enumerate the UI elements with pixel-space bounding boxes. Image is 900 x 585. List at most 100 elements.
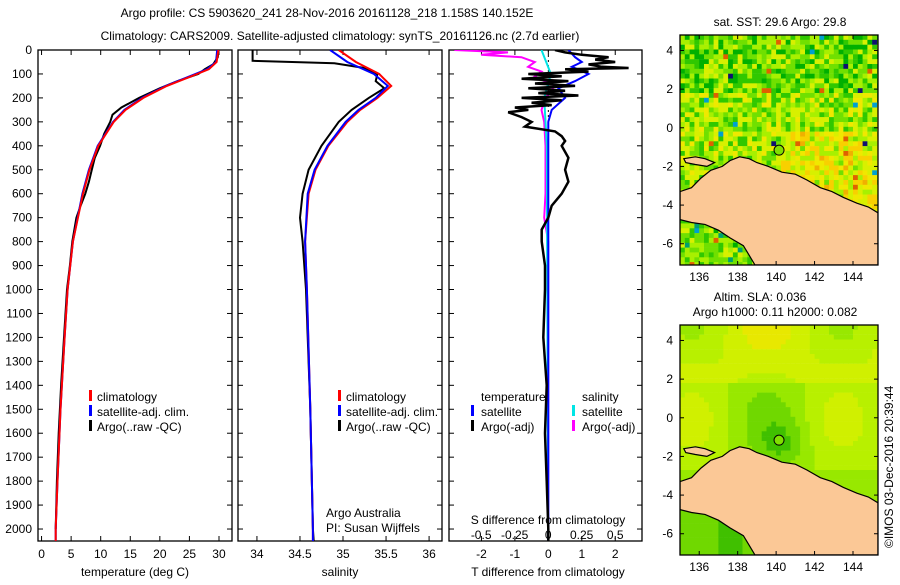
map-cell — [747, 257, 753, 263]
map-cell — [718, 237, 724, 243]
map-cell — [766, 126, 772, 132]
map-cell — [833, 59, 840, 65]
map-cell — [713, 431, 719, 437]
map-cell — [805, 383, 811, 389]
map-cell — [867, 194, 873, 200]
lat-tick-label: -2 — [662, 159, 673, 173]
map-cell — [857, 180, 864, 186]
map-cell — [708, 412, 715, 418]
map-cell — [795, 151, 801, 157]
map-cell — [747, 344, 753, 350]
map-cell — [708, 131, 715, 137]
map-cell — [867, 474, 873, 480]
map-cell — [829, 474, 835, 480]
map-cell — [848, 78, 854, 84]
map-cell — [680, 465, 686, 471]
salinity-axis-label: salinity — [322, 565, 359, 579]
map-cell — [824, 397, 830, 403]
map-cell — [761, 88, 767, 94]
map-cell — [805, 334, 811, 340]
map-cell — [824, 412, 830, 418]
map-cell — [713, 358, 719, 364]
map-cell — [819, 68, 825, 74]
map-cell — [680, 252, 686, 258]
map-cell — [785, 155, 791, 161]
map-cell — [684, 184, 691, 190]
map-cell — [848, 141, 854, 147]
map-cell — [680, 527, 686, 533]
map-cell — [742, 136, 748, 142]
map-cell — [776, 35, 782, 41]
map-cell — [684, 49, 691, 55]
map-cell — [776, 349, 782, 355]
map-cell — [824, 354, 830, 360]
map-cell — [833, 112, 840, 118]
map-cell — [718, 412, 724, 418]
map-cell — [699, 97, 705, 103]
map-cell — [718, 131, 724, 137]
map-cell — [872, 112, 878, 118]
map-cell — [742, 141, 748, 147]
map-cell — [752, 441, 758, 447]
map-cell — [684, 165, 691, 171]
map-cell — [680, 35, 686, 41]
map-cell — [742, 354, 748, 360]
map-cell — [819, 392, 825, 398]
map-cell — [766, 141, 772, 147]
map-cell — [713, 49, 719, 55]
map-cell — [708, 378, 715, 384]
depth-tick-label: 700 — [12, 211, 32, 225]
map-cell — [853, 136, 859, 142]
map-cell — [761, 344, 767, 350]
map-cell — [853, 465, 859, 471]
map-cell — [713, 102, 719, 108]
map-cell — [843, 358, 849, 364]
map-cell — [833, 102, 840, 108]
depth-tick-label: 1600 — [5, 426, 32, 440]
map-cell — [771, 93, 777, 99]
map-cell — [723, 436, 729, 442]
map-cell — [785, 368, 791, 374]
map-cell — [728, 78, 734, 84]
map-cell — [862, 358, 868, 364]
map-cell — [776, 450, 782, 456]
map-cell — [704, 532, 710, 538]
map-cell — [713, 122, 719, 128]
map-cell — [790, 358, 796, 364]
map-cell — [756, 378, 763, 384]
map-cell — [723, 363, 729, 369]
map-cell — [747, 329, 753, 335]
map-cell — [708, 242, 715, 248]
map-cell — [713, 532, 719, 538]
map-cell — [843, 363, 849, 369]
map-cell — [809, 112, 816, 118]
map-cell — [699, 368, 705, 374]
map-cell — [699, 93, 705, 99]
map-cell — [809, 35, 816, 41]
map-cell — [853, 83, 859, 89]
map-cell — [742, 542, 748, 548]
legend-label: climatology — [97, 390, 157, 404]
map-cell — [838, 151, 844, 157]
map-cell — [843, 122, 849, 128]
map-cell — [814, 329, 820, 335]
map-cell — [780, 160, 787, 166]
map-cell — [814, 83, 820, 89]
map-cell — [728, 39, 734, 45]
map-cell — [819, 141, 825, 147]
map-cell — [680, 542, 686, 548]
map-cell — [771, 68, 777, 74]
map-cell — [680, 68, 686, 74]
map-cell — [708, 547, 715, 553]
map-cell — [824, 339, 830, 345]
map-cell — [699, 436, 705, 442]
map-cell — [723, 247, 729, 253]
map-cell — [814, 170, 820, 176]
map-cell — [848, 441, 854, 447]
map-cell — [800, 354, 806, 360]
map-cell — [805, 455, 811, 461]
map-cell — [761, 416, 767, 422]
map-cell — [694, 165, 700, 171]
map-cell — [752, 59, 758, 65]
map-cell — [848, 97, 854, 103]
